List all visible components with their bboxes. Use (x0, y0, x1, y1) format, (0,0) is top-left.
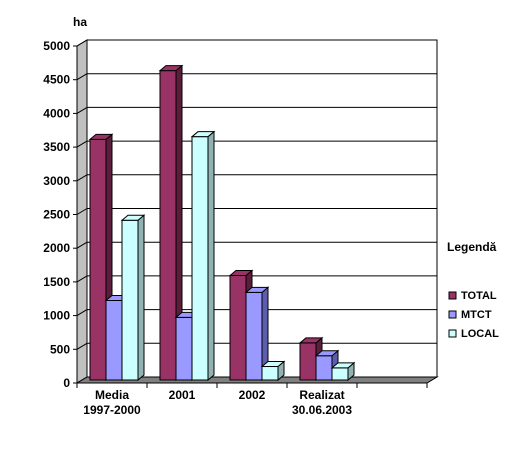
y-tick-label: 0 (63, 376, 70, 390)
bar (261, 366, 279, 381)
bar (159, 70, 177, 381)
y-tick-label: 1500 (43, 275, 70, 289)
bar-top (158, 65, 184, 72)
y-tick-label: 2500 (43, 208, 70, 222)
bar (331, 367, 349, 381)
gridline-side (76, 208, 88, 215)
y-tick-label: 3000 (43, 174, 70, 188)
legend-swatch (448, 329, 457, 338)
bar-side (137, 214, 145, 382)
bar-top (120, 214, 146, 221)
bar (191, 136, 209, 381)
x-tick-label: 1997-2000 (83, 403, 141, 417)
gridline-side (76, 309, 88, 317)
legend-label: LOCAL (461, 328, 499, 340)
y-tick-label: 4000 (43, 106, 70, 120)
bar-top (244, 286, 270, 293)
x-tick-label: Realizat (299, 388, 344, 402)
gridline-side (76, 106, 88, 114)
x-tick-label: 2002 (239, 388, 266, 402)
bar (105, 299, 123, 381)
gridline-side (76, 73, 88, 81)
legend-title: Legendă (447, 240, 497, 254)
bar (245, 291, 263, 381)
legend-label: MTCT (461, 309, 492, 321)
gridline-side (76, 174, 88, 182)
bar (121, 219, 139, 381)
bar (229, 275, 247, 381)
x-tick-label: 2001 (169, 388, 196, 402)
y-tick-label: 500 (50, 342, 70, 356)
gridline-side (76, 140, 88, 148)
bar-top (88, 133, 114, 140)
bar-top (298, 337, 324, 344)
bar (89, 138, 107, 381)
y-axis-label: ha (73, 15, 87, 29)
y-tick-label: 2000 (43, 241, 70, 255)
legend-swatch (448, 291, 457, 300)
bar-top (228, 270, 254, 277)
bar-top (190, 131, 216, 138)
gridline-side (76, 342, 88, 350)
bar (315, 355, 333, 381)
bar-top (330, 362, 356, 369)
legend-label: TOTAL (461, 290, 497, 302)
bar-top (260, 361, 286, 368)
x-tick-label: Media (95, 388, 129, 402)
bar-side (207, 130, 215, 382)
x-tick-label: 30.06.2003 (292, 403, 352, 417)
gridline-side (76, 275, 88, 283)
gridline-side (76, 39, 88, 47)
y-tick-label: 3500 (43, 140, 70, 154)
bar (175, 316, 193, 381)
legend-swatch (448, 310, 457, 319)
bar (299, 342, 317, 381)
y-tick-label: 1000 (43, 309, 70, 323)
y-tick-label: 4500 (43, 73, 70, 87)
bar-top (314, 350, 340, 357)
gridline-side (76, 241, 88, 249)
y-tick-label: 5000 (43, 39, 70, 53)
